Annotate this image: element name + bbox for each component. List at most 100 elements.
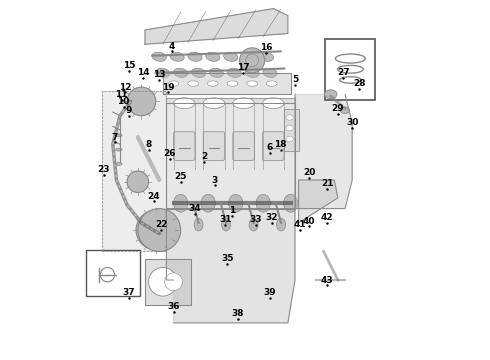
Text: 20: 20	[303, 168, 316, 177]
Text: 21: 21	[321, 179, 333, 188]
Ellipse shape	[256, 194, 270, 212]
Ellipse shape	[267, 81, 277, 86]
Text: 33: 33	[249, 215, 262, 224]
Ellipse shape	[263, 98, 284, 109]
Text: 19: 19	[162, 83, 174, 92]
Ellipse shape	[207, 81, 218, 86]
Ellipse shape	[188, 52, 202, 61]
Ellipse shape	[170, 52, 184, 61]
Ellipse shape	[245, 68, 259, 77]
Text: 4: 4	[169, 41, 175, 50]
Ellipse shape	[203, 98, 224, 109]
FancyBboxPatch shape	[233, 132, 254, 160]
Polygon shape	[102, 91, 167, 251]
FancyBboxPatch shape	[203, 132, 224, 160]
Ellipse shape	[227, 81, 238, 86]
Polygon shape	[284, 109, 298, 152]
Ellipse shape	[341, 107, 349, 113]
Text: 5: 5	[292, 76, 298, 85]
Polygon shape	[167, 103, 295, 208]
Text: 17: 17	[237, 63, 249, 72]
Text: 38: 38	[232, 310, 244, 319]
Ellipse shape	[156, 68, 170, 77]
Circle shape	[240, 48, 265, 73]
Ellipse shape	[249, 219, 258, 231]
Ellipse shape	[192, 68, 206, 77]
Text: 42: 42	[321, 213, 334, 222]
Ellipse shape	[221, 219, 230, 231]
Text: 11: 11	[116, 90, 128, 99]
Text: 2: 2	[201, 152, 207, 161]
Text: 40: 40	[303, 217, 316, 226]
Ellipse shape	[277, 219, 286, 231]
Ellipse shape	[188, 81, 198, 86]
Text: 29: 29	[332, 104, 344, 113]
Text: 30: 30	[346, 118, 358, 127]
Polygon shape	[145, 258, 192, 305]
Text: 28: 28	[353, 79, 366, 88]
Polygon shape	[145, 9, 288, 44]
Ellipse shape	[324, 90, 337, 99]
Text: 37: 37	[122, 288, 135, 297]
Text: 10: 10	[118, 97, 130, 106]
Text: 31: 31	[219, 215, 232, 224]
Text: 18: 18	[274, 140, 287, 149]
Circle shape	[127, 171, 148, 193]
Ellipse shape	[173, 98, 195, 109]
Text: 26: 26	[164, 149, 176, 158]
Circle shape	[136, 210, 175, 249]
Polygon shape	[295, 94, 352, 208]
Ellipse shape	[233, 98, 254, 109]
Ellipse shape	[286, 136, 293, 141]
Text: 16: 16	[260, 43, 272, 52]
Text: 25: 25	[174, 172, 187, 181]
Circle shape	[148, 267, 177, 296]
Ellipse shape	[284, 194, 298, 212]
Ellipse shape	[116, 134, 122, 137]
Text: 9: 9	[126, 106, 132, 115]
Ellipse shape	[286, 126, 293, 131]
Text: 12: 12	[119, 83, 132, 92]
Ellipse shape	[209, 68, 223, 77]
Ellipse shape	[247, 81, 258, 86]
Ellipse shape	[263, 68, 277, 77]
Polygon shape	[167, 208, 295, 323]
Ellipse shape	[152, 52, 166, 61]
Ellipse shape	[286, 115, 293, 120]
Ellipse shape	[116, 148, 122, 151]
Text: 36: 36	[167, 302, 180, 311]
Ellipse shape	[228, 194, 243, 212]
Ellipse shape	[173, 194, 188, 212]
Ellipse shape	[259, 52, 273, 61]
Text: 24: 24	[147, 192, 160, 201]
Polygon shape	[167, 98, 295, 103]
Ellipse shape	[206, 52, 220, 61]
Text: 41: 41	[294, 220, 307, 229]
Text: 1: 1	[229, 206, 236, 215]
Ellipse shape	[194, 219, 203, 231]
Text: 27: 27	[337, 68, 349, 77]
Text: 43: 43	[321, 275, 334, 284]
Text: 8: 8	[146, 140, 152, 149]
Text: 39: 39	[264, 288, 276, 297]
Ellipse shape	[227, 68, 242, 77]
Ellipse shape	[116, 162, 122, 165]
Ellipse shape	[173, 68, 188, 77]
Text: 34: 34	[189, 204, 201, 213]
Circle shape	[138, 208, 181, 251]
Text: 7: 7	[111, 132, 118, 141]
Ellipse shape	[168, 81, 179, 86]
Text: 35: 35	[221, 254, 233, 263]
Text: 23: 23	[98, 165, 110, 174]
Circle shape	[165, 273, 182, 291]
Ellipse shape	[223, 52, 238, 61]
FancyBboxPatch shape	[173, 132, 195, 160]
Text: 14: 14	[137, 68, 149, 77]
Text: 15: 15	[122, 61, 135, 70]
FancyBboxPatch shape	[325, 39, 375, 100]
Polygon shape	[163, 73, 292, 94]
Circle shape	[127, 87, 156, 116]
Polygon shape	[298, 180, 338, 223]
FancyBboxPatch shape	[263, 132, 284, 160]
Ellipse shape	[242, 52, 256, 61]
